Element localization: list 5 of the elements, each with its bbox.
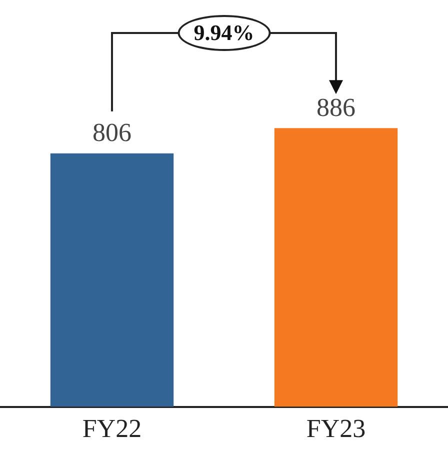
data-label: 806 <box>92 118 132 148</box>
data-label: 886 <box>316 93 356 122</box>
text: 9.94% <box>178 15 270 51</box>
x-tick-label: FY23 <box>306 414 366 444</box>
x-tick-label: FY22 <box>82 414 142 444</box>
